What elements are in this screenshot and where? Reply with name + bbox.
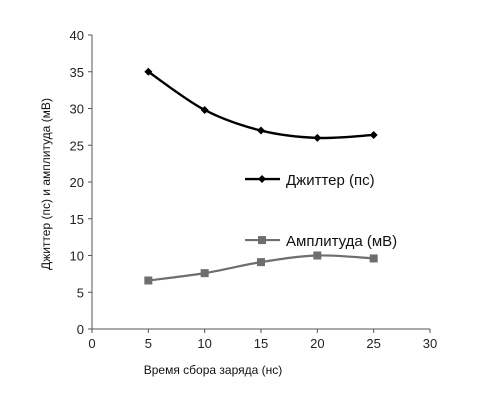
legend-item: Джиттер (пс) xyxy=(245,172,375,189)
data-point xyxy=(369,254,378,263)
data-point xyxy=(200,269,209,278)
y-tick-label: 15 xyxy=(70,212,84,227)
series-amplitude xyxy=(144,251,378,285)
legend-swatch-marker xyxy=(258,175,267,184)
legend: Джиттер (пс) Амплитуда (мВ) xyxy=(245,172,397,250)
y-tick-label: 0 xyxy=(77,322,84,337)
x-tick-label: 20 xyxy=(310,336,324,351)
data-point xyxy=(257,126,265,135)
x-axis-title: Время сбора заряда (нс) xyxy=(144,363,283,377)
legend-label: Амплитуда (мВ) xyxy=(286,233,397,250)
data-point xyxy=(144,67,153,76)
x-tick-label: 30 xyxy=(423,336,437,351)
y-tick-label: 10 xyxy=(70,249,84,264)
legend-swatch-marker xyxy=(258,236,267,245)
data-point xyxy=(313,133,322,142)
y-tick-label: 40 xyxy=(70,28,84,43)
legend-item: Амплитуда (мВ) xyxy=(245,233,397,250)
y-tick-label: 20 xyxy=(70,175,84,190)
x-axis-ticks: 0 5 10 15 20 25 30 xyxy=(88,329,437,351)
data-point xyxy=(144,276,153,285)
x-tick-label: 0 xyxy=(88,336,95,351)
x-tick-label: 5 xyxy=(145,336,152,351)
x-tick-label: 15 xyxy=(254,336,268,351)
y-tick-label: 5 xyxy=(77,285,84,300)
y-axis-title: Джиттер (пс) и амплитуда (мВ) xyxy=(39,98,53,270)
data-point xyxy=(257,258,265,267)
y-tick-label: 25 xyxy=(70,138,84,153)
data-point xyxy=(313,251,322,260)
y-tick-label: 30 xyxy=(70,102,84,117)
series-jitter xyxy=(144,67,378,142)
data-point xyxy=(369,130,378,139)
series-layer xyxy=(144,67,378,285)
y-axis-ticks: 0 5 10 15 20 25 30 35 40 xyxy=(70,28,92,337)
x-tick-label: 25 xyxy=(366,336,380,351)
y-tick-label: 35 xyxy=(70,65,84,80)
data-point xyxy=(200,105,209,114)
x-tick-label: 10 xyxy=(197,336,211,351)
legend-label: Джиттер (пс) xyxy=(286,172,375,189)
